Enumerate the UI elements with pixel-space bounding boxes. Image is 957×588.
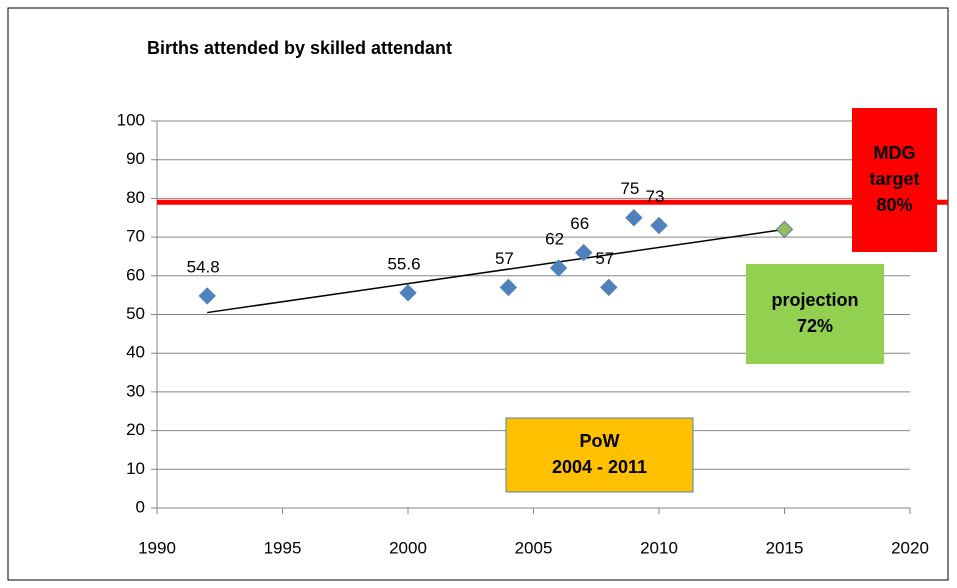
y-tick-label: 30 xyxy=(126,381,145,400)
x-tick-label: 2005 xyxy=(515,538,553,557)
annotation-text: 72% xyxy=(797,316,833,336)
point xyxy=(549,259,568,277)
annotation-text: 2004 - 2011 xyxy=(552,457,647,477)
data-label: 66 xyxy=(570,214,589,233)
annotation-box xyxy=(852,108,937,252)
point xyxy=(399,284,417,302)
data-label: 57 xyxy=(595,249,614,268)
data-label: 75 xyxy=(620,179,639,198)
y-tick-label: 0 xyxy=(136,497,145,516)
annotation-box xyxy=(505,417,694,493)
annotation-box xyxy=(746,264,884,364)
data-label: 57 xyxy=(495,249,514,268)
data-label: 73 xyxy=(646,187,665,206)
y-tick-label: 90 xyxy=(126,149,145,168)
chart-title: Births attended by skilled attendant xyxy=(147,38,452,58)
data-label: 54.8 xyxy=(187,257,220,276)
point xyxy=(499,278,518,297)
point xyxy=(600,278,618,297)
y-tick-label: 20 xyxy=(126,420,145,439)
trend-line xyxy=(207,228,785,314)
y-tick-label: 50 xyxy=(126,304,145,323)
x-tick-label: 2000 xyxy=(389,538,427,557)
x-tick-label: 2010 xyxy=(640,538,678,557)
annotation-text: MDG xyxy=(874,143,916,163)
point xyxy=(198,287,216,305)
data-label: 62 xyxy=(545,230,564,249)
y-tick-label: 70 xyxy=(126,227,145,246)
y-tick-label: 10 xyxy=(126,459,145,478)
annotation-text: 80% xyxy=(876,195,912,215)
y-tick-label: 100 xyxy=(117,110,145,129)
point xyxy=(775,220,794,239)
x-tick-label: 2015 xyxy=(766,538,804,557)
y-tick-label: 40 xyxy=(126,343,145,362)
annotation-text: projection xyxy=(771,290,858,310)
point xyxy=(574,243,593,262)
annotation-text: PoW xyxy=(580,431,620,451)
point xyxy=(625,209,643,227)
x-tick-label: 1990 xyxy=(138,538,176,557)
x-tick-label: 1995 xyxy=(264,538,302,557)
data-label: 55.6 xyxy=(387,254,420,273)
x-tick-label: 2020 xyxy=(891,538,929,557)
point xyxy=(650,216,668,235)
y-tick-label: 80 xyxy=(126,188,145,207)
y-tick-label: 60 xyxy=(126,265,145,284)
annotation-text: target xyxy=(869,169,919,189)
